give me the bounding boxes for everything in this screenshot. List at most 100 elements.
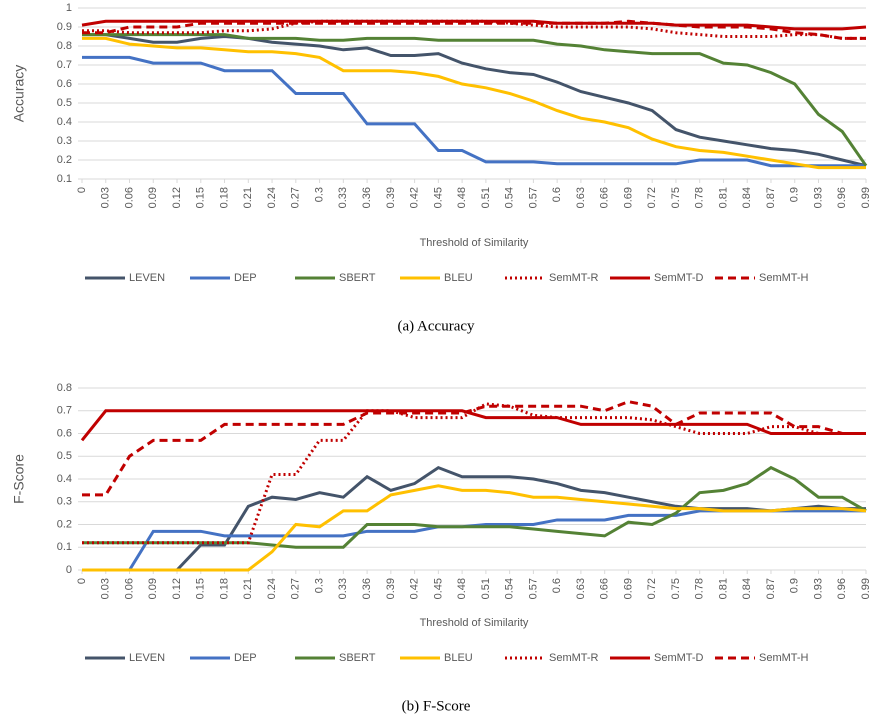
chart: 0 0.1 0.2 0.3 0.4 0.5 0.6 0.7 0.8 0 0.03 0.06 0.09 0.… (11, 382, 872, 715)
y-tick-label: 0.3 (57, 135, 72, 147)
x-tick-label: 0.54 (504, 187, 516, 208)
x-tick-label: 0.87 (765, 187, 777, 208)
legend-label: SemMT-H (759, 652, 809, 664)
x-tick-label: 0.93 (812, 578, 824, 599)
x-tick-label: 0.24 (266, 578, 278, 599)
series-line (82, 36, 866, 170)
x-tick-label: 0.18 (218, 187, 230, 208)
series-line (82, 484, 867, 572)
x-tick-label: 0.27 (290, 187, 302, 208)
x-tick-label: 0.96 (836, 187, 848, 208)
y-tick-label: 0.2 (57, 154, 72, 166)
x-tick-label: 0.45 (432, 187, 444, 208)
legend-label: BLEU (444, 652, 473, 664)
x-tick-label: 0.12 (171, 187, 183, 208)
series-line (81, 19, 867, 31)
x-tick-label: 0.3 (313, 578, 325, 593)
x-tick-label: 0.03 (100, 187, 112, 208)
legend-label: SemMT-D (654, 272, 704, 284)
x-tick-label: 0.21 (242, 578, 254, 599)
x-tick-label: 0.42 (409, 578, 421, 599)
chart: 0.1 0.2 0.3 0.4 0.5 0.6 0.7 0.8 0.9 1 0 0.03 0.06 0.0… (11, 2, 872, 335)
series-line (82, 19, 866, 40)
x-tick-label: 0.93 (812, 187, 824, 208)
x-tick-label: 0.12 (171, 578, 183, 599)
x-tick-label: 0.9 (789, 187, 801, 202)
legend-label: SBERT (339, 272, 376, 284)
x-tick-label: 0.33 (337, 578, 349, 599)
x-tick-label: 0.84 (741, 578, 753, 599)
x-tick-label: 0.84 (741, 187, 753, 208)
x-tick-label: 0.24 (266, 187, 278, 208)
legend-label: LEVEN (129, 272, 165, 284)
x-tick-label: 0.81 (717, 187, 729, 208)
series-line (82, 509, 866, 572)
x-tick-label: 0.69 (622, 578, 634, 599)
legend-label: SemMT-D (654, 652, 704, 664)
x-tick-label: 0.27 (290, 578, 302, 599)
x-tick-label: 0.33 (337, 187, 349, 208)
x-tick-label: 0.6 (551, 187, 563, 202)
x-tick-label: 0.72 (646, 187, 658, 208)
x-tick-label: 0.99 (860, 578, 872, 599)
x-tick-label: 0.51 (480, 187, 492, 208)
x-tick-label: 0.42 (409, 187, 421, 208)
series-line (82, 19, 866, 40)
x-tick-label: 0.06 (123, 187, 135, 208)
x-tick-label: 0 (76, 187, 88, 193)
x-tick-label: 0.06 (123, 578, 135, 599)
x-tick-label: 0.78 (694, 578, 706, 599)
legend-label: DEP (234, 652, 257, 664)
x-tick-label: 0.15 (195, 578, 207, 599)
series-line (82, 400, 866, 497)
x-tick-label: 0.72 (646, 578, 658, 599)
y-tick-label: 0.9 (57, 21, 72, 33)
x-tick-label: 0.63 (575, 187, 587, 208)
x-tick-label: 0.39 (385, 187, 397, 208)
y-axis-label: F-Score (11, 454, 27, 504)
x-tick-label: 0.09 (147, 578, 159, 599)
x-tick-label: 0.63 (575, 578, 587, 599)
x-tick-label: 0.39 (385, 578, 397, 599)
y-tick-label: 0.5 (57, 97, 72, 109)
x-tick-label: 0 (76, 578, 88, 584)
x-tick-label: 0.21 (242, 187, 254, 208)
x-tick-label: 0.09 (147, 187, 159, 208)
y-axis-label: Accuracy (11, 65, 27, 123)
y-tick-label: 0.7 (57, 59, 72, 71)
caption: (b) F-Score (402, 698, 471, 714)
x-tick-label: 0.75 (670, 187, 682, 208)
x-tick-label: 0.15 (195, 187, 207, 208)
y-tick-label: 0.2 (57, 518, 72, 530)
x-tick-label: 0.57 (527, 187, 539, 208)
legend-label: SemMT-R (549, 272, 599, 284)
series-line (82, 33, 868, 167)
x-tick-label: 0.66 (599, 187, 611, 208)
y-tick-label: 0.8 (57, 40, 72, 52)
x-tick-label: 0.48 (456, 187, 468, 208)
y-tick-label: 0.3 (57, 496, 72, 508)
x-tick-label: 0.81 (717, 578, 729, 599)
x-tick-label: 0.36 (361, 187, 373, 208)
legend-label: SemMT-H (759, 272, 809, 284)
legend-label: LEVEN (129, 652, 165, 664)
legend-label: BLEU (444, 272, 473, 284)
series-line (82, 402, 866, 545)
x-tick-label: 0.78 (694, 187, 706, 208)
x-tick-label: 0.48 (456, 578, 468, 599)
series-line (80, 409, 866, 442)
x-tick-label: 0.57 (527, 578, 539, 599)
y-tick-label: 0.6 (57, 427, 72, 439)
x-tick-label: 0.96 (836, 578, 848, 599)
y-tick-label: 0.4 (57, 473, 72, 485)
y-tick-label: 0.7 (57, 405, 72, 417)
x-tick-label: 0.9 (789, 578, 801, 593)
caption: (a) Accuracy (397, 318, 475, 334)
x-tick-label: 0.75 (670, 578, 682, 599)
x-tick-label: 0.54 (504, 578, 516, 599)
x-tick-label: 0.6 (551, 578, 563, 593)
x-tick-label: 0.18 (218, 578, 230, 599)
y-tick-label: 0.4 (57, 116, 72, 128)
y-tick-label: 0.1 (57, 541, 72, 553)
